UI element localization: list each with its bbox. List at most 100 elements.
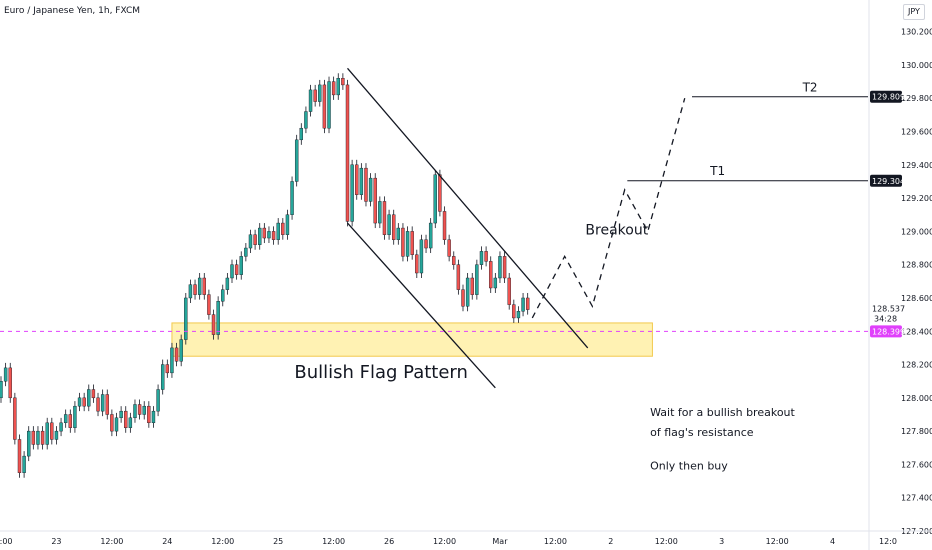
time-tick-label: 12:00 <box>322 537 345 546</box>
time-tick-label: 23 <box>51 537 61 546</box>
candle-down <box>50 422 54 440</box>
time-tick-label: 3 <box>719 537 724 546</box>
candle-up <box>285 214 290 235</box>
time-tick-label: Mar <box>492 537 508 546</box>
candle-down <box>525 297 530 310</box>
time-tick-label: 2 <box>608 537 613 546</box>
time-tick-label: 12:0 <box>879 537 897 546</box>
candle-up <box>36 430 40 445</box>
candle-down <box>401 227 405 257</box>
candle-up <box>276 222 280 240</box>
candle-up <box>244 247 248 257</box>
candle-down <box>17 439 22 473</box>
note-line-1: Wait for a bullish breakout <box>650 406 795 419</box>
candle-up <box>221 289 225 302</box>
candle-down <box>105 394 109 415</box>
candle-down <box>489 261 493 289</box>
candle-down <box>341 78 345 86</box>
price-tick-label: 128.600 <box>901 294 932 303</box>
candle-down <box>137 404 142 415</box>
time-tick-label: 26 <box>384 537 394 546</box>
candle-down <box>234 264 239 275</box>
target-2-price: 129.809 <box>872 93 905 102</box>
candle-down <box>68 414 73 428</box>
candle-up <box>216 301 220 335</box>
support-zone <box>171 322 653 357</box>
candle-up <box>387 214 391 235</box>
candle-down <box>165 364 170 374</box>
candle-down <box>281 222 285 235</box>
time-tick-label: 12:00 <box>0 537 13 546</box>
candle-up <box>290 181 294 215</box>
candle-up <box>156 389 160 412</box>
candle-up <box>318 84 322 102</box>
candle-up <box>493 277 498 289</box>
candle-down <box>415 254 419 274</box>
candle-down <box>364 167 368 202</box>
candle-down <box>82 397 86 407</box>
candle-up <box>188 284 193 299</box>
price-tick-label: 129.800 <box>901 94 932 103</box>
price-tick-label: 127.600 <box>901 460 932 469</box>
candle-down <box>452 256 456 265</box>
candle-up <box>521 297 525 312</box>
candles <box>0 73 530 478</box>
candle-up <box>359 167 364 195</box>
candle-down <box>193 284 197 295</box>
candle-down <box>512 304 516 319</box>
candle-up <box>142 405 146 415</box>
candle-down <box>484 251 488 262</box>
time-axis[interactable]: 12:002312:002412:002512:002612:00Mar12:0… <box>0 530 932 546</box>
dashed-level-price-tag: 128.399 <box>870 325 905 338</box>
candle-up <box>516 311 521 319</box>
bar-countdown: 34:28 <box>874 314 897 323</box>
candle-down <box>207 294 211 315</box>
target-1-label: T1 <box>709 164 725 178</box>
price-tick-label: 129.000 <box>901 227 932 236</box>
candle-up <box>308 89 313 112</box>
candle-down <box>174 347 179 362</box>
candle-down <box>31 430 36 445</box>
symbol-title[interactable]: Euro / Japanese Yen, 1h, FXCM <box>4 6 141 16</box>
price-axis[interactable]: 130.200 130.000 129.800 129.600 129.400 129.2… <box>868 0 932 550</box>
note-line-3: Only then buy <box>650 459 728 472</box>
candle-up <box>396 227 401 240</box>
time-tick-label: 12:00 <box>211 537 234 546</box>
candle-down <box>373 177 377 224</box>
candle-up <box>54 430 59 440</box>
candle-down <box>96 397 100 412</box>
candle-down <box>110 414 114 432</box>
candle-up <box>248 234 253 249</box>
candle-up <box>160 364 165 390</box>
candle-up <box>230 264 234 279</box>
candle-down <box>262 227 267 239</box>
candle-down <box>507 277 511 305</box>
price-tick-label: 129.200 <box>901 194 932 203</box>
candle-down <box>355 164 359 195</box>
candle-down <box>442 211 447 240</box>
price-tick-label: 127.400 <box>901 494 932 503</box>
time-tick-label: 12:00 <box>544 537 567 546</box>
candle-down <box>447 239 451 257</box>
candle-up <box>368 177 373 202</box>
candle-up <box>197 277 202 295</box>
candle-up <box>77 397 82 407</box>
dashed-level-price: 128.399 <box>872 327 905 336</box>
time-tick-label: 12:00 <box>655 537 678 546</box>
candle-up <box>465 277 470 307</box>
time-tick-label: 24 <box>162 537 172 546</box>
candle-up <box>184 297 188 340</box>
candle-down <box>202 277 206 295</box>
candle-up <box>22 455 26 473</box>
candle-up <box>350 164 354 222</box>
time-tick-label: 12:00 <box>433 537 456 546</box>
candle-down <box>470 277 474 295</box>
candle-up <box>405 231 410 257</box>
currency-badge[interactable]: JPY <box>903 4 925 20</box>
candle-up <box>294 139 299 182</box>
candle-up <box>59 422 63 432</box>
candle-up <box>498 256 502 279</box>
candle-down <box>461 289 465 307</box>
candle-up <box>73 405 77 428</box>
